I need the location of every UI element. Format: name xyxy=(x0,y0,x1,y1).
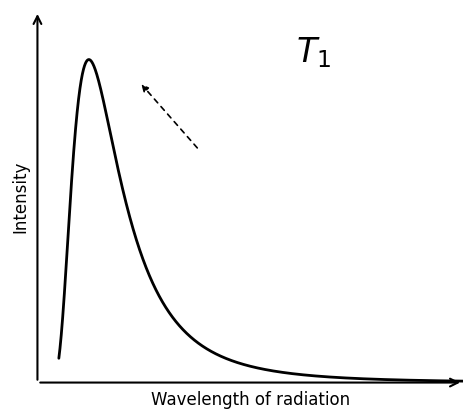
Y-axis label: Intensity: Intensity xyxy=(11,160,29,233)
X-axis label: Wavelength of radiation: Wavelength of radiation xyxy=(151,391,350,409)
Text: $T_1$: $T_1$ xyxy=(296,36,331,71)
